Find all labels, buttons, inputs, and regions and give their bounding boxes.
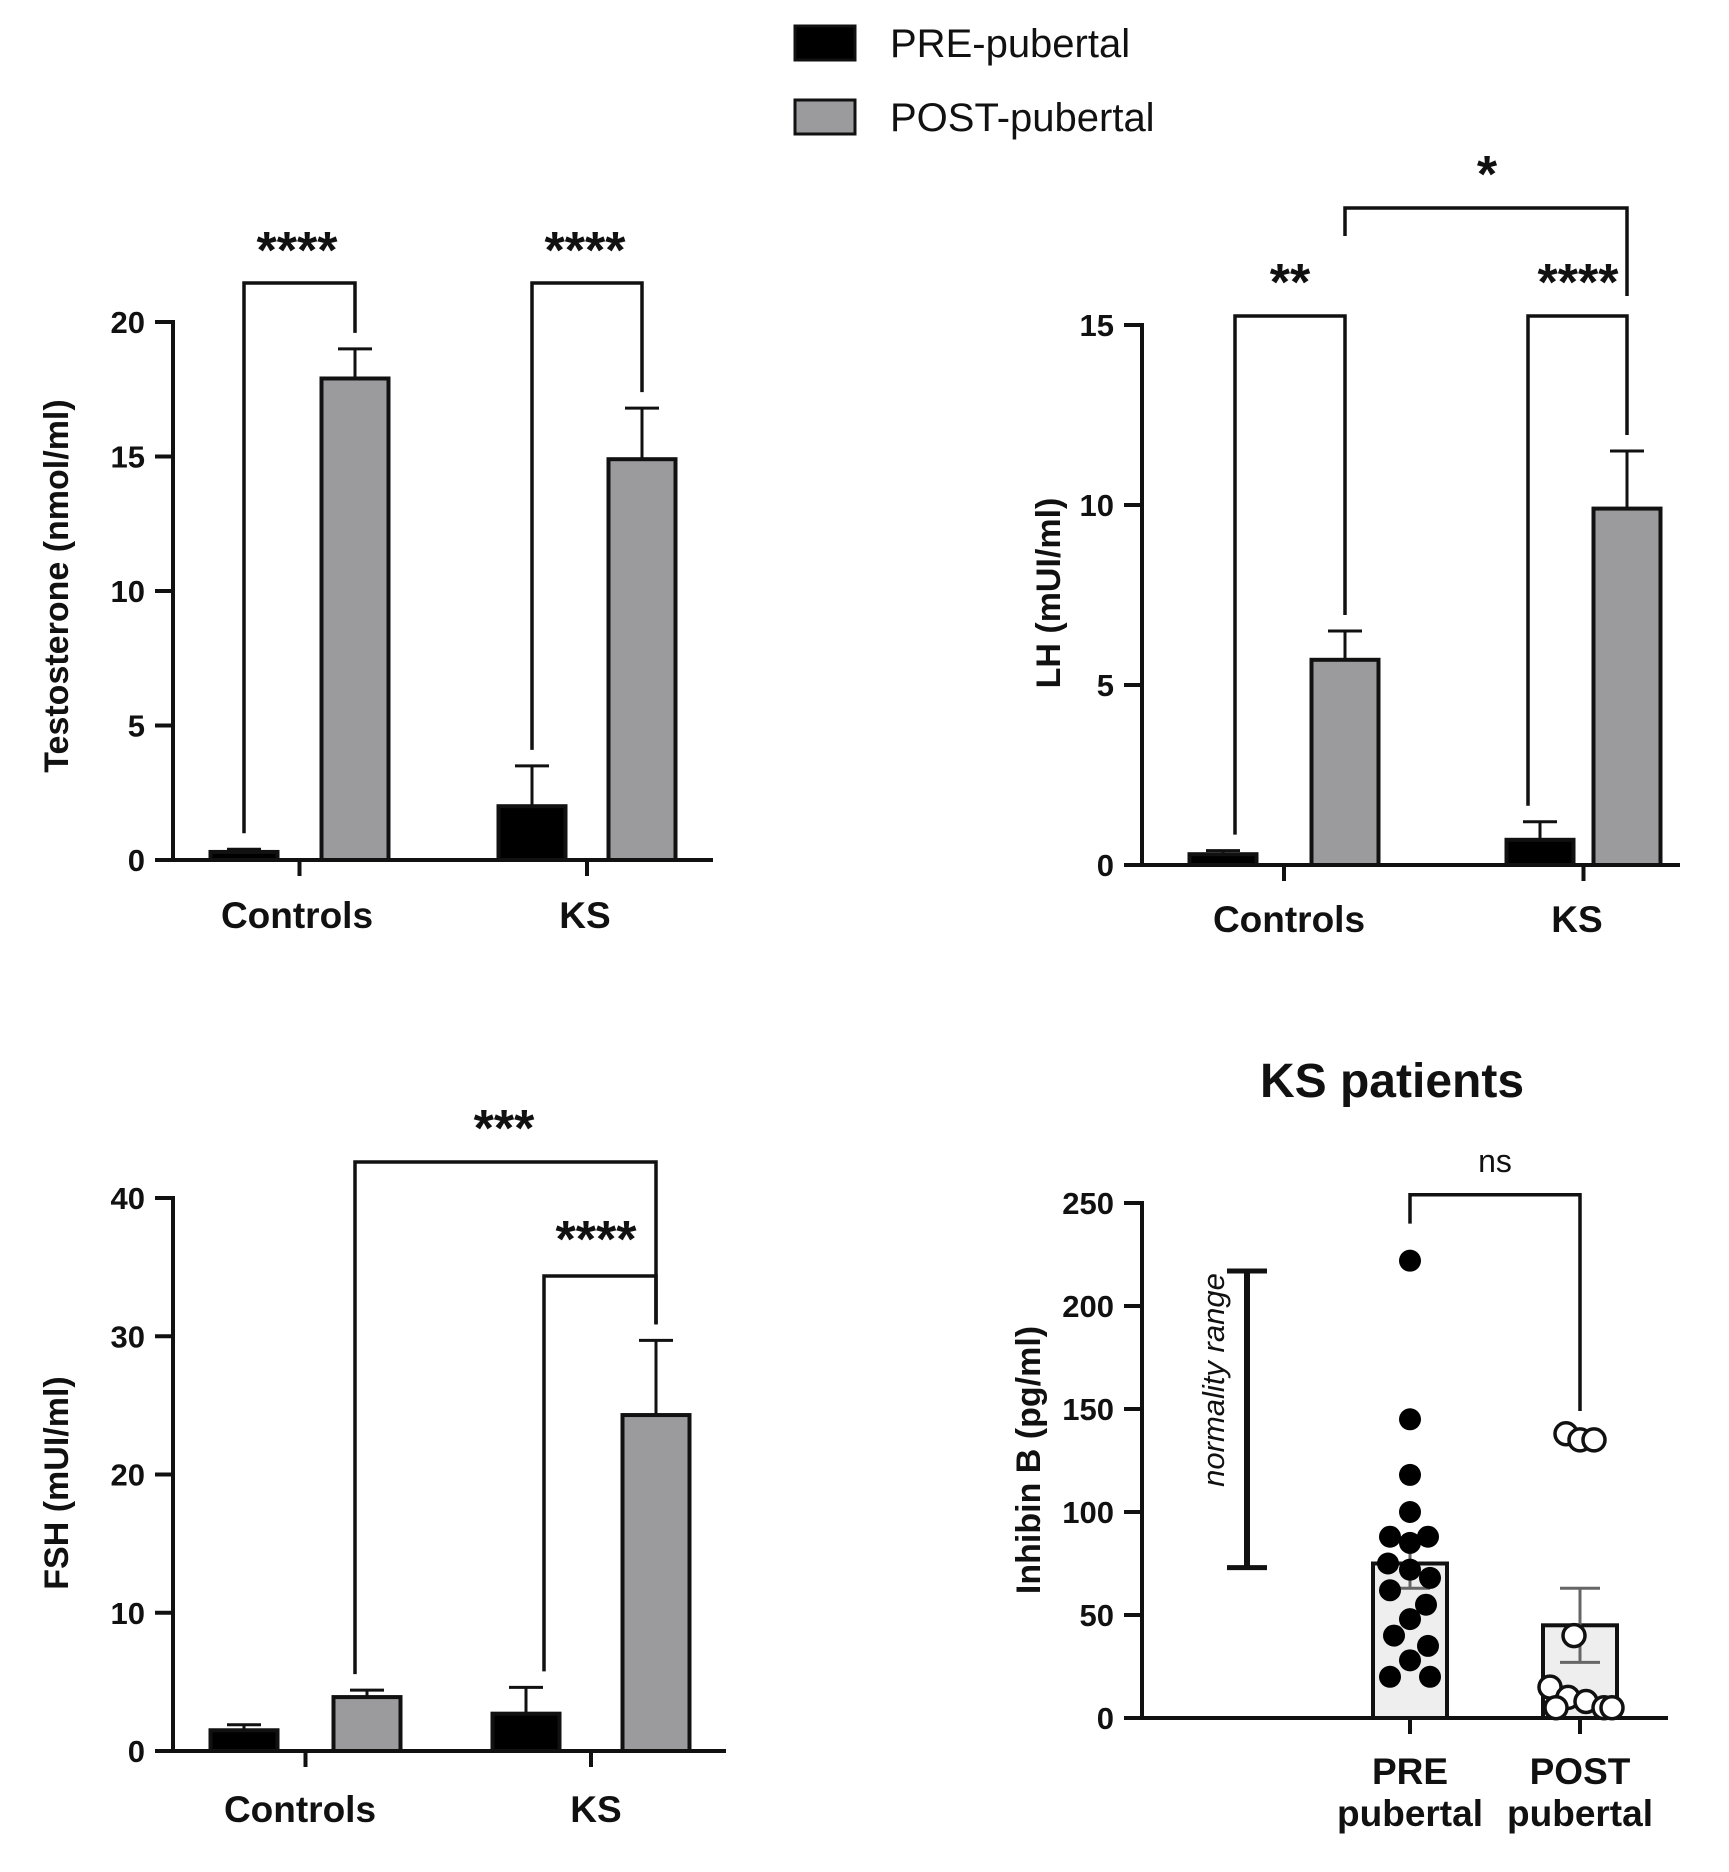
data-point-pre-pubertal [1417, 1525, 1439, 1548]
data-point-pre-pubertal [1399, 1463, 1421, 1486]
y-tick-label: 10 [1080, 488, 1114, 523]
data-point-pre-pubertal [1399, 1608, 1421, 1631]
y-tick-label: 150 [1062, 1392, 1114, 1427]
data-point-pre-pubertal [1419, 1665, 1441, 1688]
legend: PRE-pubertal POST-pubertal [793, 22, 1155, 140]
legend-label-pre-pubertal: PRE-pubertal [890, 22, 1130, 66]
testosterone-chart: Testosterone (nmol/ml) Controls KS **** … [38, 222, 713, 936]
bar-ks-post-pubertal [620, 1413, 692, 1753]
y-tick-label: 20 [111, 305, 145, 340]
y-tick-label: 100 [1062, 1495, 1114, 1530]
y-tick-label: 15 [1080, 308, 1114, 343]
data-point-pre-pubertal [1399, 1501, 1421, 1523]
bar-ks-pre-pubertal [490, 1711, 562, 1753]
y-tick-label: 0 [128, 843, 145, 878]
bar-ks-pre-pubertal [496, 804, 568, 863]
fsh-category-ks: KS [570, 1789, 621, 1830]
lh-significance-post: * [1477, 146, 1498, 204]
lh-y-axis-label: LH (mUI/ml) [1030, 498, 1068, 689]
y-tick-label: 5 [1097, 668, 1114, 703]
data-point-pre-pubertal [1379, 1579, 1401, 1602]
y-tick-label: 250 [1062, 1186, 1114, 1221]
data-point-pre-pubertal [1399, 1531, 1421, 1554]
inhibin-b-category-post: POST pubertal [1507, 1751, 1653, 1834]
significance-bracket [1343, 206, 1629, 296]
bar-controls-post-pubertal [1309, 657, 1381, 867]
significance-bracket [530, 281, 644, 750]
bar-ks-pre-pubertal [1504, 837, 1576, 867]
fsh-significance-post: *** [474, 1100, 535, 1158]
y-tick-label: 40 [111, 1181, 145, 1216]
fsh-chart: FSH (mUI/ml) Controls KS *** **** 0 10 20 3… [38, 1100, 726, 1830]
data-point-pre-pubertal [1379, 1665, 1401, 1688]
y-tick-label: 30 [111, 1319, 145, 1354]
testosterone-significance-ks: **** [545, 222, 627, 280]
y-tick-label: 15 [111, 440, 145, 475]
testosterone-category-controls: Controls [221, 895, 373, 936]
normality-range-label: normality range [1196, 1273, 1231, 1487]
bar-controls-post-pubertal [319, 376, 391, 862]
data-point-post-pubertal [1599, 1694, 1625, 1721]
fsh-category-controls: Controls [224, 1789, 376, 1830]
testosterone-y-axis-label: Testosterone (nmol/ml) [38, 399, 76, 772]
significance-bracket [353, 1160, 658, 1675]
data-point-pre-pubertal [1399, 1249, 1421, 1272]
data-point-pre-pubertal [1399, 1558, 1421, 1581]
inhibin-b-significance-ns: ns [1478, 1143, 1512, 1179]
significance-bracket [242, 281, 357, 834]
data-point-pre-pubertal [1377, 1552, 1399, 1575]
legend-label-post-pubertal: POST-pubertal [890, 96, 1155, 140]
inhibin-b-category-pre: PRE pubertal [1337, 1751, 1483, 1834]
data-point-pre-pubertal [1379, 1525, 1401, 1548]
significance-bracket [1408, 1193, 1582, 1412]
y-tick-label: 50 [1080, 1598, 1114, 1633]
bar-ks-post-pubertal [1591, 506, 1663, 867]
lh-category-controls: Controls [1213, 899, 1365, 940]
data-point-pre-pubertal [1417, 1634, 1439, 1657]
inhibin-b-chart-title: KS patients [1260, 1055, 1524, 1108]
testosterone-significance-controls: **** [257, 222, 339, 280]
lh-significance-controls: ** [1270, 254, 1311, 312]
y-tick-label: 0 [1097, 1701, 1114, 1736]
bar-controls-pre-pubertal [208, 849, 280, 862]
legend-swatch-post-pubertal [793, 98, 857, 136]
y-tick-label: 10 [111, 1596, 145, 1631]
fsh-y-axis-label: FSH (mUI/ml) [38, 1376, 76, 1589]
y-tick-label: 5 [128, 709, 145, 744]
y-tick-label: 20 [111, 1458, 145, 1493]
data-point-pre-pubertal [1419, 1566, 1441, 1589]
data-point-pre-pubertal [1399, 1649, 1421, 1672]
data-point-pre-pubertal [1399, 1408, 1421, 1431]
y-tick-label: 200 [1062, 1289, 1114, 1324]
lh-category-ks: KS [1551, 899, 1602, 940]
significance-bracket [542, 1274, 658, 1672]
lh-significance-ks: **** [1538, 254, 1620, 312]
significance-bracket [1526, 314, 1629, 806]
data-point-pre-pubertal [1383, 1624, 1405, 1647]
y-tick-label: 10 [111, 574, 145, 609]
data-point-post-pubertal [1543, 1694, 1569, 1721]
fsh-significance-ks: **** [556, 1211, 638, 1269]
legend-swatch-pre-pubertal [793, 24, 857, 62]
testosterone-category-ks: KS [559, 895, 610, 936]
y-tick-label: 0 [1097, 848, 1114, 883]
data-point-post-pubertal [1561, 1622, 1587, 1649]
significance-bracket [1233, 314, 1347, 835]
bar-controls-post-pubertal [331, 1695, 403, 1754]
data-point-pre-pubertal [1415, 1593, 1437, 1616]
lh-chart: LH (mUI/ml) Controls KS ** **** * 0 5 10 15 [1030, 146, 1680, 940]
bar-controls-pre-pubertal [208, 1728, 280, 1753]
data-point-post-pubertal [1581, 1427, 1607, 1453]
inhibin-b-chart: KS patients Inhibin B (pg/ml) normality … [1010, 1055, 1668, 1834]
bar-ks-post-pubertal [606, 457, 678, 862]
y-tick-label: 0 [128, 1734, 145, 1769]
inhibin-b-y-axis-label: Inhibin B (pg/ml) [1010, 1326, 1048, 1594]
bar-controls-pre-pubertal [1187, 852, 1259, 868]
